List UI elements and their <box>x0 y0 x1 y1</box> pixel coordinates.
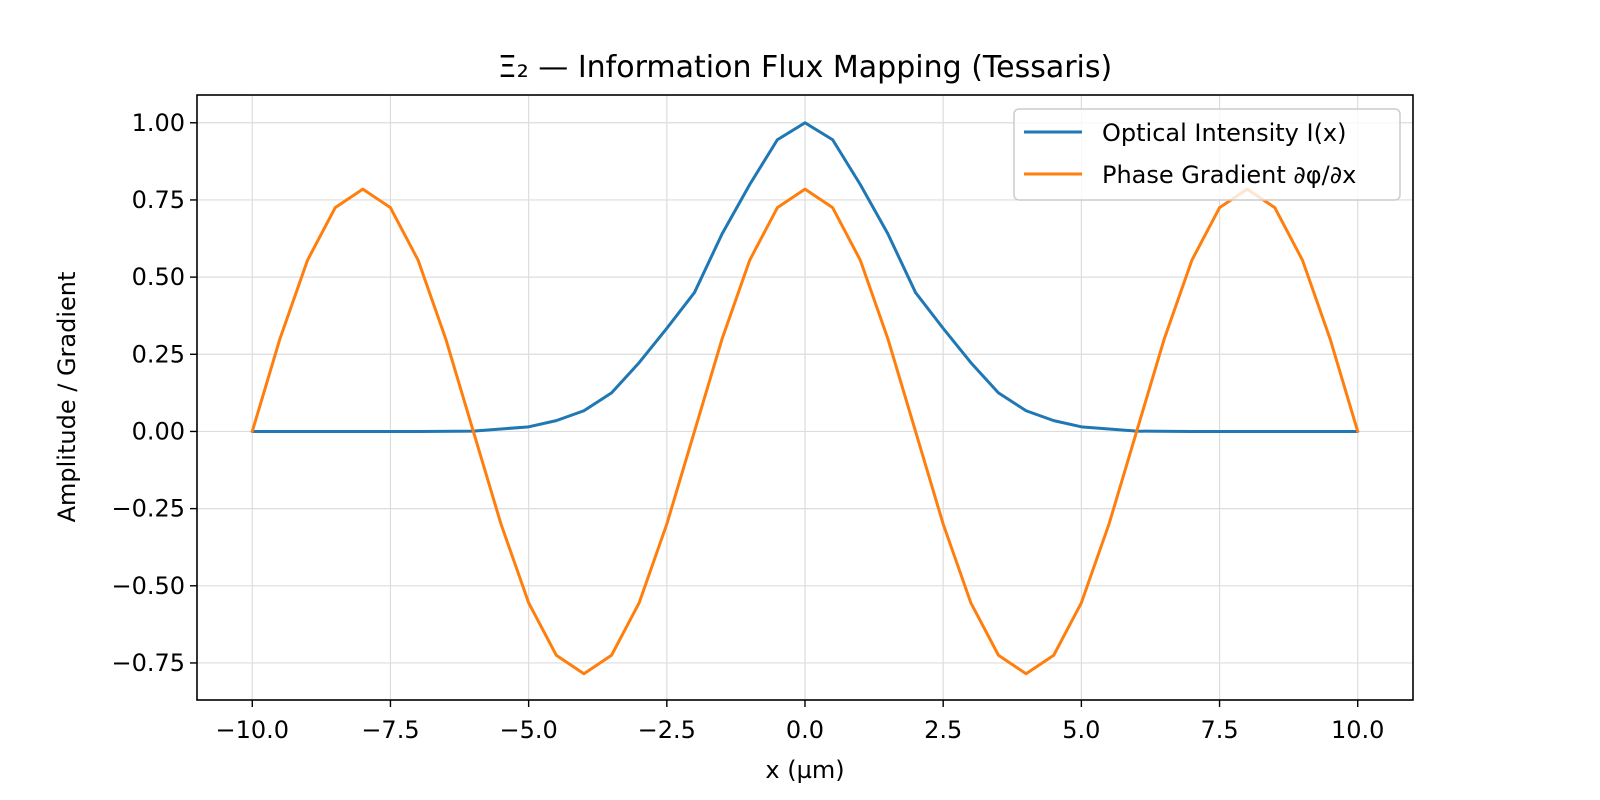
series-line-optical-intensity <box>250 121 1360 433</box>
y-tick-label: 0.50 <box>132 263 185 291</box>
y-ticks: 1.00 0.75 0.50 0.25 0.00 −0.25 −0.50 −0.75 <box>111 109 197 677</box>
y-axis-label: Amplitude / Gradient <box>53 272 81 523</box>
y-tick-label: 1.00 <box>132 109 185 137</box>
x-tick-label: −7.5 <box>361 716 419 744</box>
series-layer <box>250 121 1360 676</box>
y-tick-label: 0.25 <box>132 340 185 368</box>
y-tick-label: 0.75 <box>132 186 185 214</box>
legend-label-phase-gradient: Phase Gradient ∂φ/∂x <box>1102 161 1356 189</box>
x-tick-label: −10.0 <box>215 716 289 744</box>
x-ticks: −10.0 −7.5 −5.0 −2.5 0.0 2.5 5.0 7.5 10.0 <box>215 700 1384 744</box>
x-axis-label: x (µm) <box>765 756 844 784</box>
legend-box <box>1013 108 1401 201</box>
x-tick-label: 5.0 <box>1062 716 1100 744</box>
x-tick-label: 10.0 <box>1331 716 1384 744</box>
x-tick-label: 7.5 <box>1200 716 1238 744</box>
x-tick-label: −5.0 <box>499 716 557 744</box>
x-tick-label: −2.5 <box>638 716 696 744</box>
y-tick-label: 0.00 <box>132 417 185 445</box>
y-tick-label: −0.25 <box>111 495 185 523</box>
y-tick-label: −0.50 <box>111 572 185 600</box>
chart-title: Ξ₂ — Information Flux Mapping (Tessaris) <box>498 50 1112 85</box>
series-line-phase-gradient <box>250 187 1360 676</box>
legend-label-optical-intensity: Optical Intensity I(x) <box>1102 119 1347 147</box>
y-tick-label: −0.75 <box>111 649 185 677</box>
legend: Optical Intensity I(x) Phase Gradient ∂φ… <box>1013 108 1401 201</box>
x-tick-label: 2.5 <box>924 716 962 744</box>
x-tick-label: 0.0 <box>786 716 824 744</box>
